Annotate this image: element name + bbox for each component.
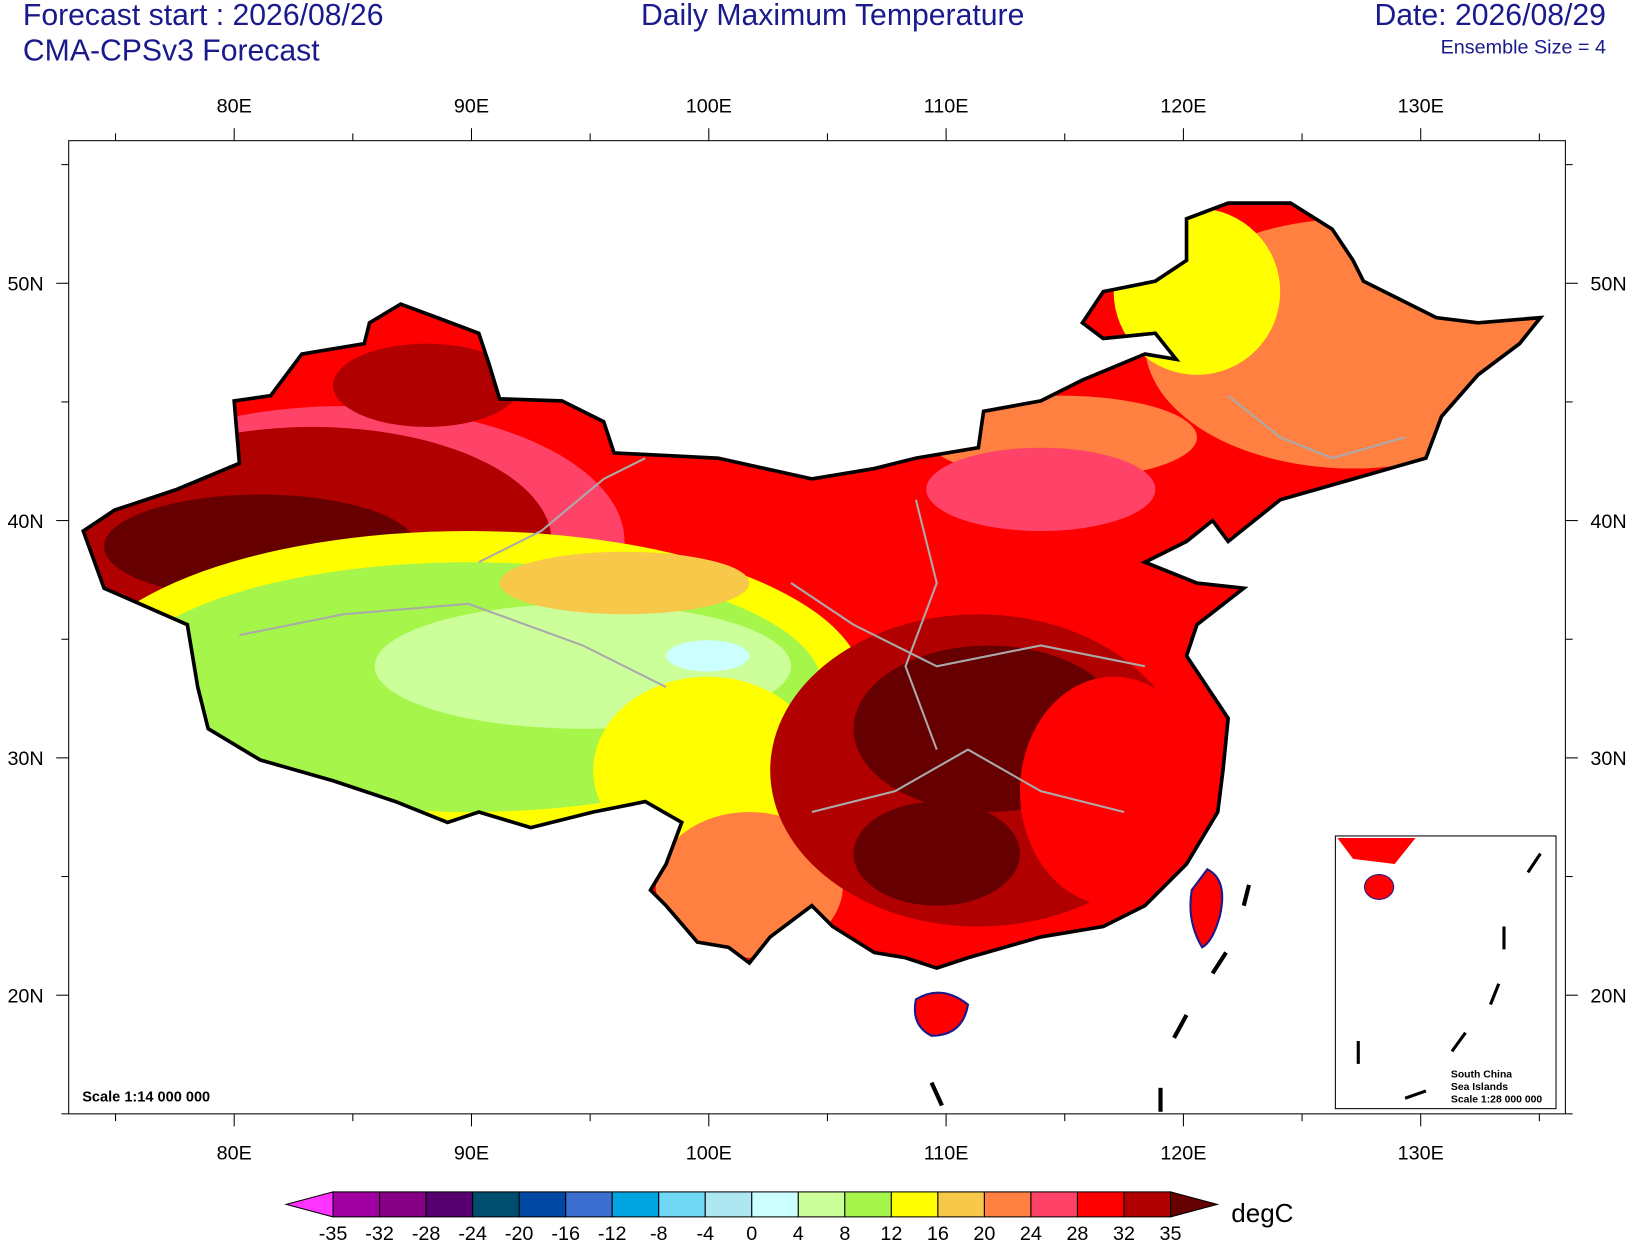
inset — [1334, 835, 1557, 1110]
lon-label: 110E — [924, 96, 969, 118]
colorbar-box — [611, 1191, 660, 1218]
lon-label: 110E — [924, 1143, 969, 1165]
taiwan — [1189, 867, 1224, 949]
colorbar-label: -4 — [696, 1223, 714, 1241]
colorbar-label: -20 — [505, 1223, 534, 1241]
colorbar-label: 35 — [1160, 1223, 1182, 1241]
colorbar-label: 16 — [927, 1223, 949, 1241]
lon-label: 90E — [454, 1143, 489, 1165]
colorbar-box — [890, 1191, 939, 1218]
lat-label: 30N — [1590, 748, 1626, 770]
colorbar-box — [379, 1191, 427, 1218]
colorbar-box — [704, 1191, 753, 1218]
ensemble-size: Ensemble Size = 4 — [1441, 36, 1606, 58]
date: Date: 2026/08/29 — [1374, 0, 1606, 32]
colorbar-label: -24 — [458, 1223, 487, 1241]
lon-label: 80E — [217, 1143, 252, 1165]
colorbar-box — [1076, 1191, 1125, 1218]
colorbar-label: -32 — [365, 1223, 394, 1241]
model-name: CMA-CPSv3 Forecast — [23, 35, 320, 68]
colorbar-box — [1123, 1191, 1172, 1218]
lon-label: 130E — [1398, 1143, 1444, 1165]
colorbar-box — [751, 1191, 799, 1218]
colorbar-box — [565, 1191, 613, 1218]
lon-label: 100E — [686, 96, 732, 118]
colorbar-box — [518, 1191, 567, 1218]
colorbar-box — [332, 1191, 381, 1218]
colorbar-label: -8 — [650, 1223, 668, 1241]
colorbar-label: -16 — [551, 1223, 580, 1241]
map-scale: Scale 1:14 000 000 — [82, 1089, 210, 1105]
colorbar-box — [983, 1191, 1032, 1218]
colorbar-box — [844, 1191, 892, 1218]
lon-label: 120E — [1160, 96, 1206, 118]
colorbar-label: 8 — [839, 1223, 850, 1241]
colorbar-label: 0 — [746, 1223, 757, 1241]
lon-label: 100E — [686, 1143, 732, 1165]
map-title: Daily Maximum Temperature — [641, 0, 1024, 32]
colorbar-label: 12 — [880, 1223, 902, 1241]
colorbar-label: 32 — [1113, 1223, 1135, 1241]
colorbar-label: -12 — [598, 1223, 627, 1241]
colorbar-label: -35 — [319, 1223, 348, 1241]
colorbar-label: -28 — [412, 1223, 441, 1241]
colorbar-box — [425, 1191, 474, 1218]
lat-label: 50N — [1590, 274, 1626, 296]
colorbar-label: 20 — [973, 1223, 995, 1241]
forecast-start: Forecast start : 2026/08/26 — [23, 0, 384, 32]
lat-label: 30N — [7, 748, 43, 770]
colorbar-unit: degC — [1231, 1198, 1293, 1228]
colorbar-label: 24 — [1020, 1223, 1042, 1241]
lat-label: 40N — [1590, 511, 1626, 533]
lon-label: 130E — [1398, 96, 1444, 118]
inset-label: Sea Islands — [1451, 1082, 1508, 1093]
colorbar-box — [472, 1191, 520, 1218]
colorbar-box — [1030, 1191, 1078, 1218]
lat-label: 50N — [7, 274, 43, 296]
lat-label: 20N — [1590, 985, 1626, 1007]
colorbar-end — [1169, 1191, 1220, 1218]
lat-label: 20N — [7, 985, 43, 1007]
lat-label: 40N — [7, 511, 43, 533]
colorbar-label: 4 — [793, 1223, 804, 1241]
nine-dash-line — [929, 884, 1251, 1112]
lon-label: 90E — [454, 96, 489, 118]
colorbar-label: 28 — [1066, 1223, 1088, 1241]
colorbar-end — [284, 1191, 334, 1218]
lon-label: 80E — [217, 96, 252, 118]
colorbar-box — [658, 1191, 706, 1218]
inset-label: South China — [1451, 1069, 1512, 1080]
province-borders — [239, 394, 1406, 814]
hainan — [913, 991, 970, 1037]
colorbar-box — [797, 1191, 846, 1218]
colorbar-box — [937, 1191, 985, 1218]
inset-label: Scale 1:28 000 000 — [1451, 1094, 1543, 1105]
lon-label: 120E — [1160, 1143, 1206, 1165]
